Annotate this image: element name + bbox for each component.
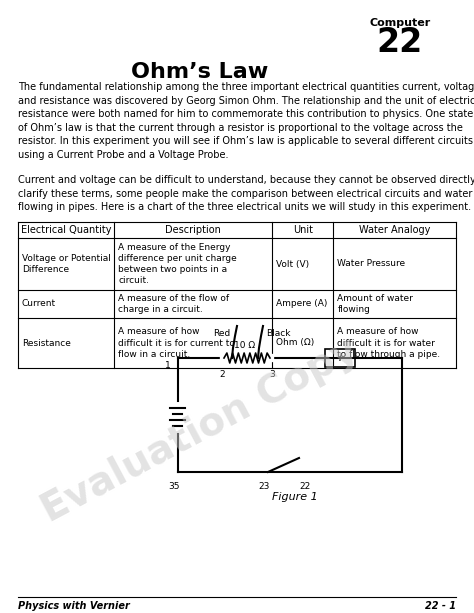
Text: The fundamental relationship among the three important electrical quantities cur: The fundamental relationship among the t… <box>18 82 474 160</box>
Text: Red: Red <box>213 330 230 338</box>
Text: Ampere (A): Ampere (A) <box>276 300 328 308</box>
Text: 1: 1 <box>165 361 171 370</box>
Text: Computer: Computer <box>369 18 430 28</box>
Text: 22: 22 <box>300 482 310 491</box>
Text: Figure 1: Figure 1 <box>272 492 318 502</box>
Text: Voltage or Potential
Difference: Voltage or Potential Difference <box>22 254 111 274</box>
Text: Current and voltage can be difficult to understand, because they cannot be obser: Current and voltage can be difficult to … <box>18 175 474 212</box>
Text: Physics with Vernier: Physics with Vernier <box>18 601 130 611</box>
Text: Ohm’s Law: Ohm’s Law <box>131 62 269 82</box>
Text: Ohm (Ω): Ohm (Ω) <box>276 338 314 348</box>
Text: 22: 22 <box>377 26 423 59</box>
Text: A measure of the flow of
charge in a circuit.: A measure of the flow of charge in a cir… <box>118 294 229 314</box>
Text: A measure of how
difficult it is for water
to flow through a pipe.: A measure of how difficult it is for wat… <box>337 327 440 359</box>
Text: I: I <box>338 353 342 363</box>
Text: 2: 2 <box>219 370 225 379</box>
Text: Water Pressure: Water Pressure <box>337 259 405 268</box>
Text: Volt (V): Volt (V) <box>276 259 309 268</box>
Text: 23: 23 <box>258 482 270 491</box>
Text: Amount of water
flowing: Amount of water flowing <box>337 294 413 314</box>
Text: Black: Black <box>266 330 291 338</box>
Text: Unit: Unit <box>293 225 313 235</box>
Text: Water Analogy: Water Analogy <box>359 225 430 235</box>
Text: 3: 3 <box>269 370 275 379</box>
Text: A measure of how
difficult it is for current to
flow in a circuit.: A measure of how difficult it is for cur… <box>118 327 235 359</box>
Text: 35: 35 <box>168 482 180 491</box>
Text: A measure of the Energy
difference per unit charge
between two points in a
circu: A measure of the Energy difference per u… <box>118 243 237 285</box>
Text: 10 Ω: 10 Ω <box>235 341 255 350</box>
Text: Current: Current <box>22 300 56 308</box>
Text: 22 - 1: 22 - 1 <box>425 601 456 611</box>
Bar <box>325 349 355 367</box>
Text: Electrical Quantity: Electrical Quantity <box>21 225 111 235</box>
Text: Evaluation Copy: Evaluation Copy <box>35 330 365 530</box>
Text: Description: Description <box>165 225 221 235</box>
Text: Resistance: Resistance <box>22 338 71 348</box>
